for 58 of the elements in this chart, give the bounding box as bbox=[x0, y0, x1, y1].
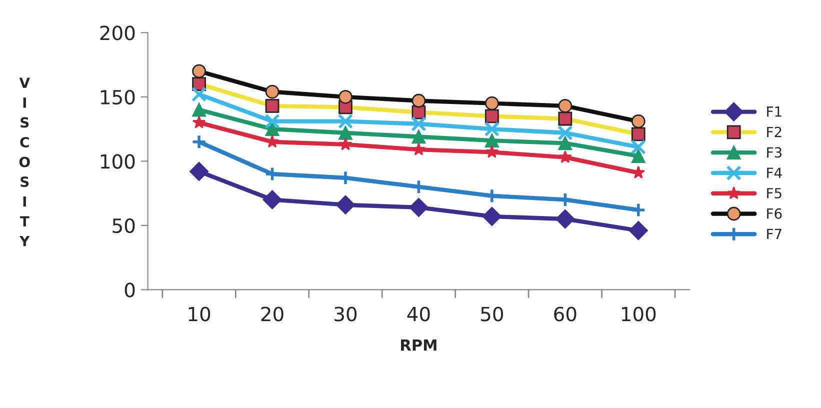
point bbox=[338, 90, 352, 104]
y-tick-label: 200 bbox=[100, 26, 135, 40]
x-tick-label: 30 bbox=[334, 306, 357, 322]
legend-label: F5 bbox=[767, 188, 782, 198]
point bbox=[558, 150, 572, 164]
point bbox=[628, 221, 648, 240]
legend-label: F4 bbox=[767, 168, 782, 178]
point bbox=[411, 116, 426, 132]
y-tick-label: 100 bbox=[100, 154, 135, 169]
point bbox=[482, 206, 502, 226]
point bbox=[265, 122, 280, 136]
x-tick-label: 50 bbox=[481, 306, 504, 322]
x-tick-label: 20 bbox=[261, 306, 284, 322]
point bbox=[336, 195, 356, 214]
point bbox=[262, 190, 282, 210]
point bbox=[631, 114, 646, 128]
legend-label: F1 bbox=[767, 106, 782, 117]
point bbox=[484, 96, 499, 110]
y-tick-label: 50 bbox=[112, 218, 135, 234]
point bbox=[338, 138, 352, 150]
point bbox=[631, 149, 646, 163]
x-axis-title: RPM bbox=[401, 340, 436, 351]
text: VISCOSITY bbox=[19, 78, 30, 246]
point bbox=[630, 139, 646, 155]
point bbox=[266, 134, 279, 148]
point bbox=[338, 114, 354, 129]
point bbox=[264, 114, 280, 129]
point bbox=[630, 202, 646, 218]
point bbox=[192, 64, 206, 78]
x-tick-label: 60 bbox=[554, 306, 576, 322]
legend-label: F7 bbox=[767, 228, 782, 240]
point bbox=[558, 192, 573, 208]
x-tick-label: 10 bbox=[188, 306, 210, 322]
y-tick-label: 0 bbox=[124, 282, 135, 298]
legend-label: F6 bbox=[767, 208, 782, 219]
point bbox=[412, 130, 426, 144]
y-tick-label: 150 bbox=[100, 90, 135, 105]
point bbox=[556, 209, 575, 229]
point bbox=[409, 198, 428, 217]
point bbox=[191, 86, 207, 102]
point bbox=[485, 145, 499, 158]
point bbox=[484, 121, 500, 137]
point bbox=[484, 134, 499, 148]
point bbox=[191, 134, 207, 150]
x-tick-label: 40 bbox=[407, 306, 430, 322]
point bbox=[338, 126, 352, 140]
point bbox=[412, 142, 426, 156]
point bbox=[190, 162, 209, 181]
point bbox=[558, 125, 573, 141]
point bbox=[412, 94, 426, 108]
point bbox=[558, 136, 572, 150]
legend-label: F2 bbox=[767, 126, 782, 138]
legend-label: F3 bbox=[767, 147, 782, 158]
point bbox=[265, 84, 280, 99]
point bbox=[192, 102, 206, 117]
point bbox=[558, 98, 572, 113]
x-tick-label: 100 bbox=[622, 306, 656, 322]
point bbox=[192, 116, 206, 128]
